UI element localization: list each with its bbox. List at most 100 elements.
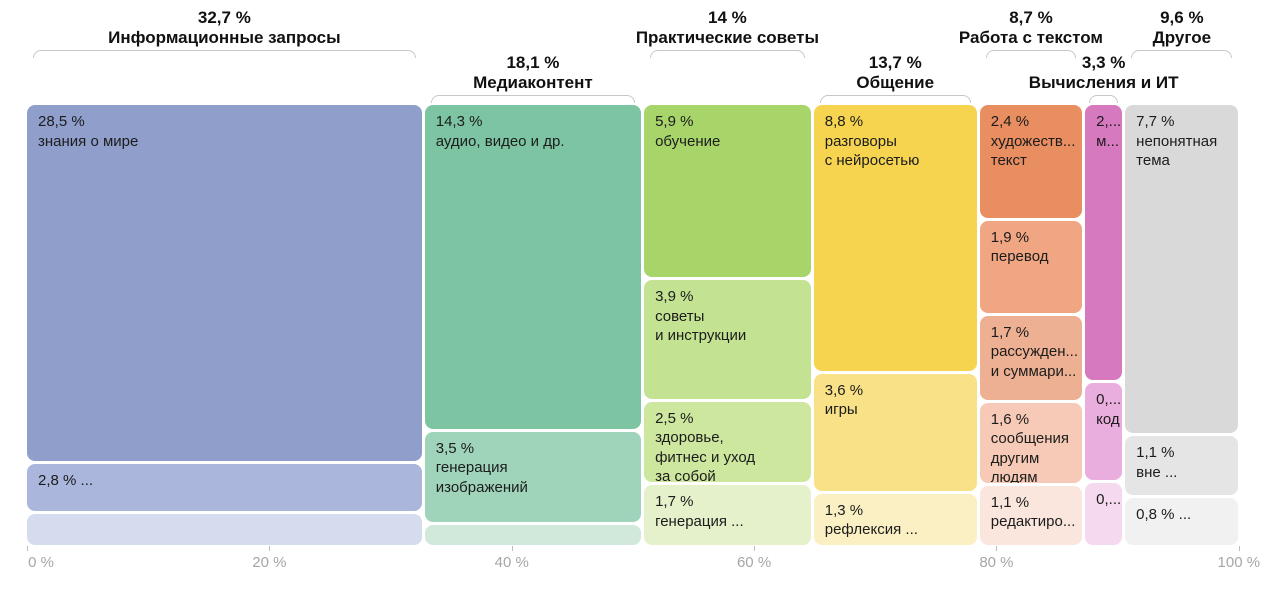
axis-tick-label: 60 % <box>736 554 772 571</box>
category-pct: 9,6 % <box>1160 7 1204 27</box>
segment-label: рефлексия ... <box>824 521 918 539</box>
segment-label: вне ... <box>1136 463 1178 481</box>
category-header: 14 % Практические советы <box>636 8 819 49</box>
segment-label: 8,8 % <box>824 113 864 130</box>
treemap-segment: 1,9 % перевод <box>979 220 1083 313</box>
segment-label: 1,7 % <box>990 323 1030 341</box>
category-header: 32,7 % Информационные запросы <box>108 8 340 49</box>
treemap-segment: 2,... м... <box>1085 105 1123 381</box>
treemap-segment: 1,1 % редактиро... <box>979 485 1083 546</box>
category-header: 3,3 % Вычисления и ИТ <box>1029 53 1179 94</box>
segment-label: 1,1 % <box>1136 444 1175 462</box>
axis-tick-label: 20 % <box>252 554 287 571</box>
treemap-segment <box>27 514 422 545</box>
segment-label: генерация ... <box>655 512 744 530</box>
treemap-segment <box>424 524 642 545</box>
segment-label: и суммари... <box>990 362 1077 380</box>
category-header: 9,6 % Другое <box>1153 8 1211 49</box>
treemap-segment: 5,9 % обучение <box>644 105 811 278</box>
category-name: Информационные запросы <box>108 28 341 48</box>
segment-label: 7,7 % <box>1136 113 1175 130</box>
category-pct: 8,7 % <box>1009 7 1053 27</box>
category-name: Медиаконтент <box>473 73 593 93</box>
segment-label: советы <box>655 307 705 325</box>
segment-label: изображений <box>435 478 528 496</box>
segment-label: 5,9 % <box>655 113 694 130</box>
category-pct: 3,3 % <box>1081 52 1126 72</box>
treemap-segment: 2,8 % ... <box>27 463 422 512</box>
category-name: Работа с текстом <box>958 28 1103 48</box>
treemap-segment: 2,4 % художеств... текст <box>979 105 1083 218</box>
treemap-segment: 3,9 % советы и инструкции <box>644 280 811 399</box>
segment-label: 2,8 % ... <box>38 471 94 489</box>
category-pct: 18,1 % <box>506 52 560 72</box>
treemap-segment: 14,3 % аудио, видео и др. <box>424 105 642 429</box>
category-pct: 13,7 % <box>868 52 922 72</box>
segment-label: 0,8 % ... <box>1136 506 1192 524</box>
treemap-segment: 3,5 % генерация изображений <box>424 431 642 522</box>
segment-label: людям <box>990 469 1038 483</box>
category-name: Общение <box>856 73 935 93</box>
segment-label: здоровье, <box>655 429 724 446</box>
segment-label: за собой <box>655 468 716 483</box>
segment-label: 1,6 % <box>990 410 1030 428</box>
axis-tick <box>754 546 756 551</box>
segment-label: 3,6 % <box>824 381 864 399</box>
treemap-column: 2,... м... 0,... код 0,... <box>1085 105 1123 545</box>
axis-tick <box>511 546 513 551</box>
category-bracket <box>33 50 416 58</box>
segment-label: 2,5 % <box>655 409 694 427</box>
segment-label: 1,7 % <box>655 493 694 511</box>
treemap-column: 2,4 % художеств... текст 1,9 % перевод 1,7 % р… <box>979 105 1083 546</box>
axis-tick-label: 80 % <box>979 554 1014 571</box>
category-name: Вычисления и ИТ <box>1028 73 1179 93</box>
treemap-column: 5,9 % обучение 3,9 % советы и инструкции 2,5 … <box>644 105 811 545</box>
segment-label: сообщения <box>990 430 1069 448</box>
segment-label: фитнес и уход <box>655 448 756 466</box>
axis-tick-label: 0 % <box>28 554 54 571</box>
treemap-column: 8,8 % разговоры с нейросетью 3,6 % игры 1,3 %… <box>813 105 977 545</box>
category-header: 13,7 % Общение <box>856 53 934 94</box>
segment-label: текст <box>990 152 1027 169</box>
axis-tick <box>269 546 271 551</box>
segment-label: разговоры <box>824 132 897 150</box>
segment-label: 3,9 % <box>655 288 694 306</box>
segment-label: перевод <box>990 248 1049 266</box>
treemap-segment: 1,3 % рефлексия ... <box>813 493 977 545</box>
axis-tick-label: 100 % <box>1217 554 1261 571</box>
category-pct: 32,7 % <box>197 7 251 27</box>
treemap-segment: 1,7 % генерация ... <box>644 485 811 545</box>
category-name: Другое <box>1152 28 1212 48</box>
treemap-segment: 28,5 % знания о мире <box>27 105 422 461</box>
segment-label: рассужден... <box>990 343 1079 361</box>
segment-label: тема <box>1136 152 1170 169</box>
segment-label: и инструкции <box>655 327 747 345</box>
category-bracket <box>650 50 805 58</box>
treemap-column: 14,3 % аудио, видео и др. 3,5 % генерация из… <box>424 105 642 545</box>
category-header: 18,1 % Медиаконтент <box>473 53 593 94</box>
segment-label: 1,1 % <box>990 493 1030 511</box>
category-bracket <box>819 95 971 103</box>
treemap-segment: 7,7 % непонятная тема <box>1125 105 1239 434</box>
treemap-segment: 8,8 % разговоры с нейросетью <box>813 105 977 371</box>
treemap-segment: 1,6 % сообщения другим людям <box>979 402 1083 483</box>
axis-tick <box>1238 546 1240 551</box>
treemap-segment: 2,5 % здоровье, фитнес и уход за собой <box>644 401 811 483</box>
segment-label: художеств... <box>990 132 1076 150</box>
axis-tick <box>996 546 998 551</box>
segment-label: аудио, видео и др. <box>435 132 565 150</box>
axis-tick-label: 40 % <box>494 554 529 571</box>
treemap-segment: 1,7 % рассужден... и суммари... <box>979 315 1083 400</box>
treemap-segment: 0,8 % ... <box>1125 498 1239 546</box>
segment-label: обучение <box>655 132 721 150</box>
segment-label: редактиро... <box>990 513 1076 531</box>
category-name: Практические советы <box>635 28 819 48</box>
treemap-column: 28,5 % знания о мире 2,8 % ... <box>27 105 422 545</box>
axis-tick <box>27 546 28 551</box>
segment-label: с нейросетью <box>824 152 920 169</box>
segment-label: 2,4 % <box>990 113 1030 130</box>
segment-label: 1,9 % <box>990 228 1030 246</box>
